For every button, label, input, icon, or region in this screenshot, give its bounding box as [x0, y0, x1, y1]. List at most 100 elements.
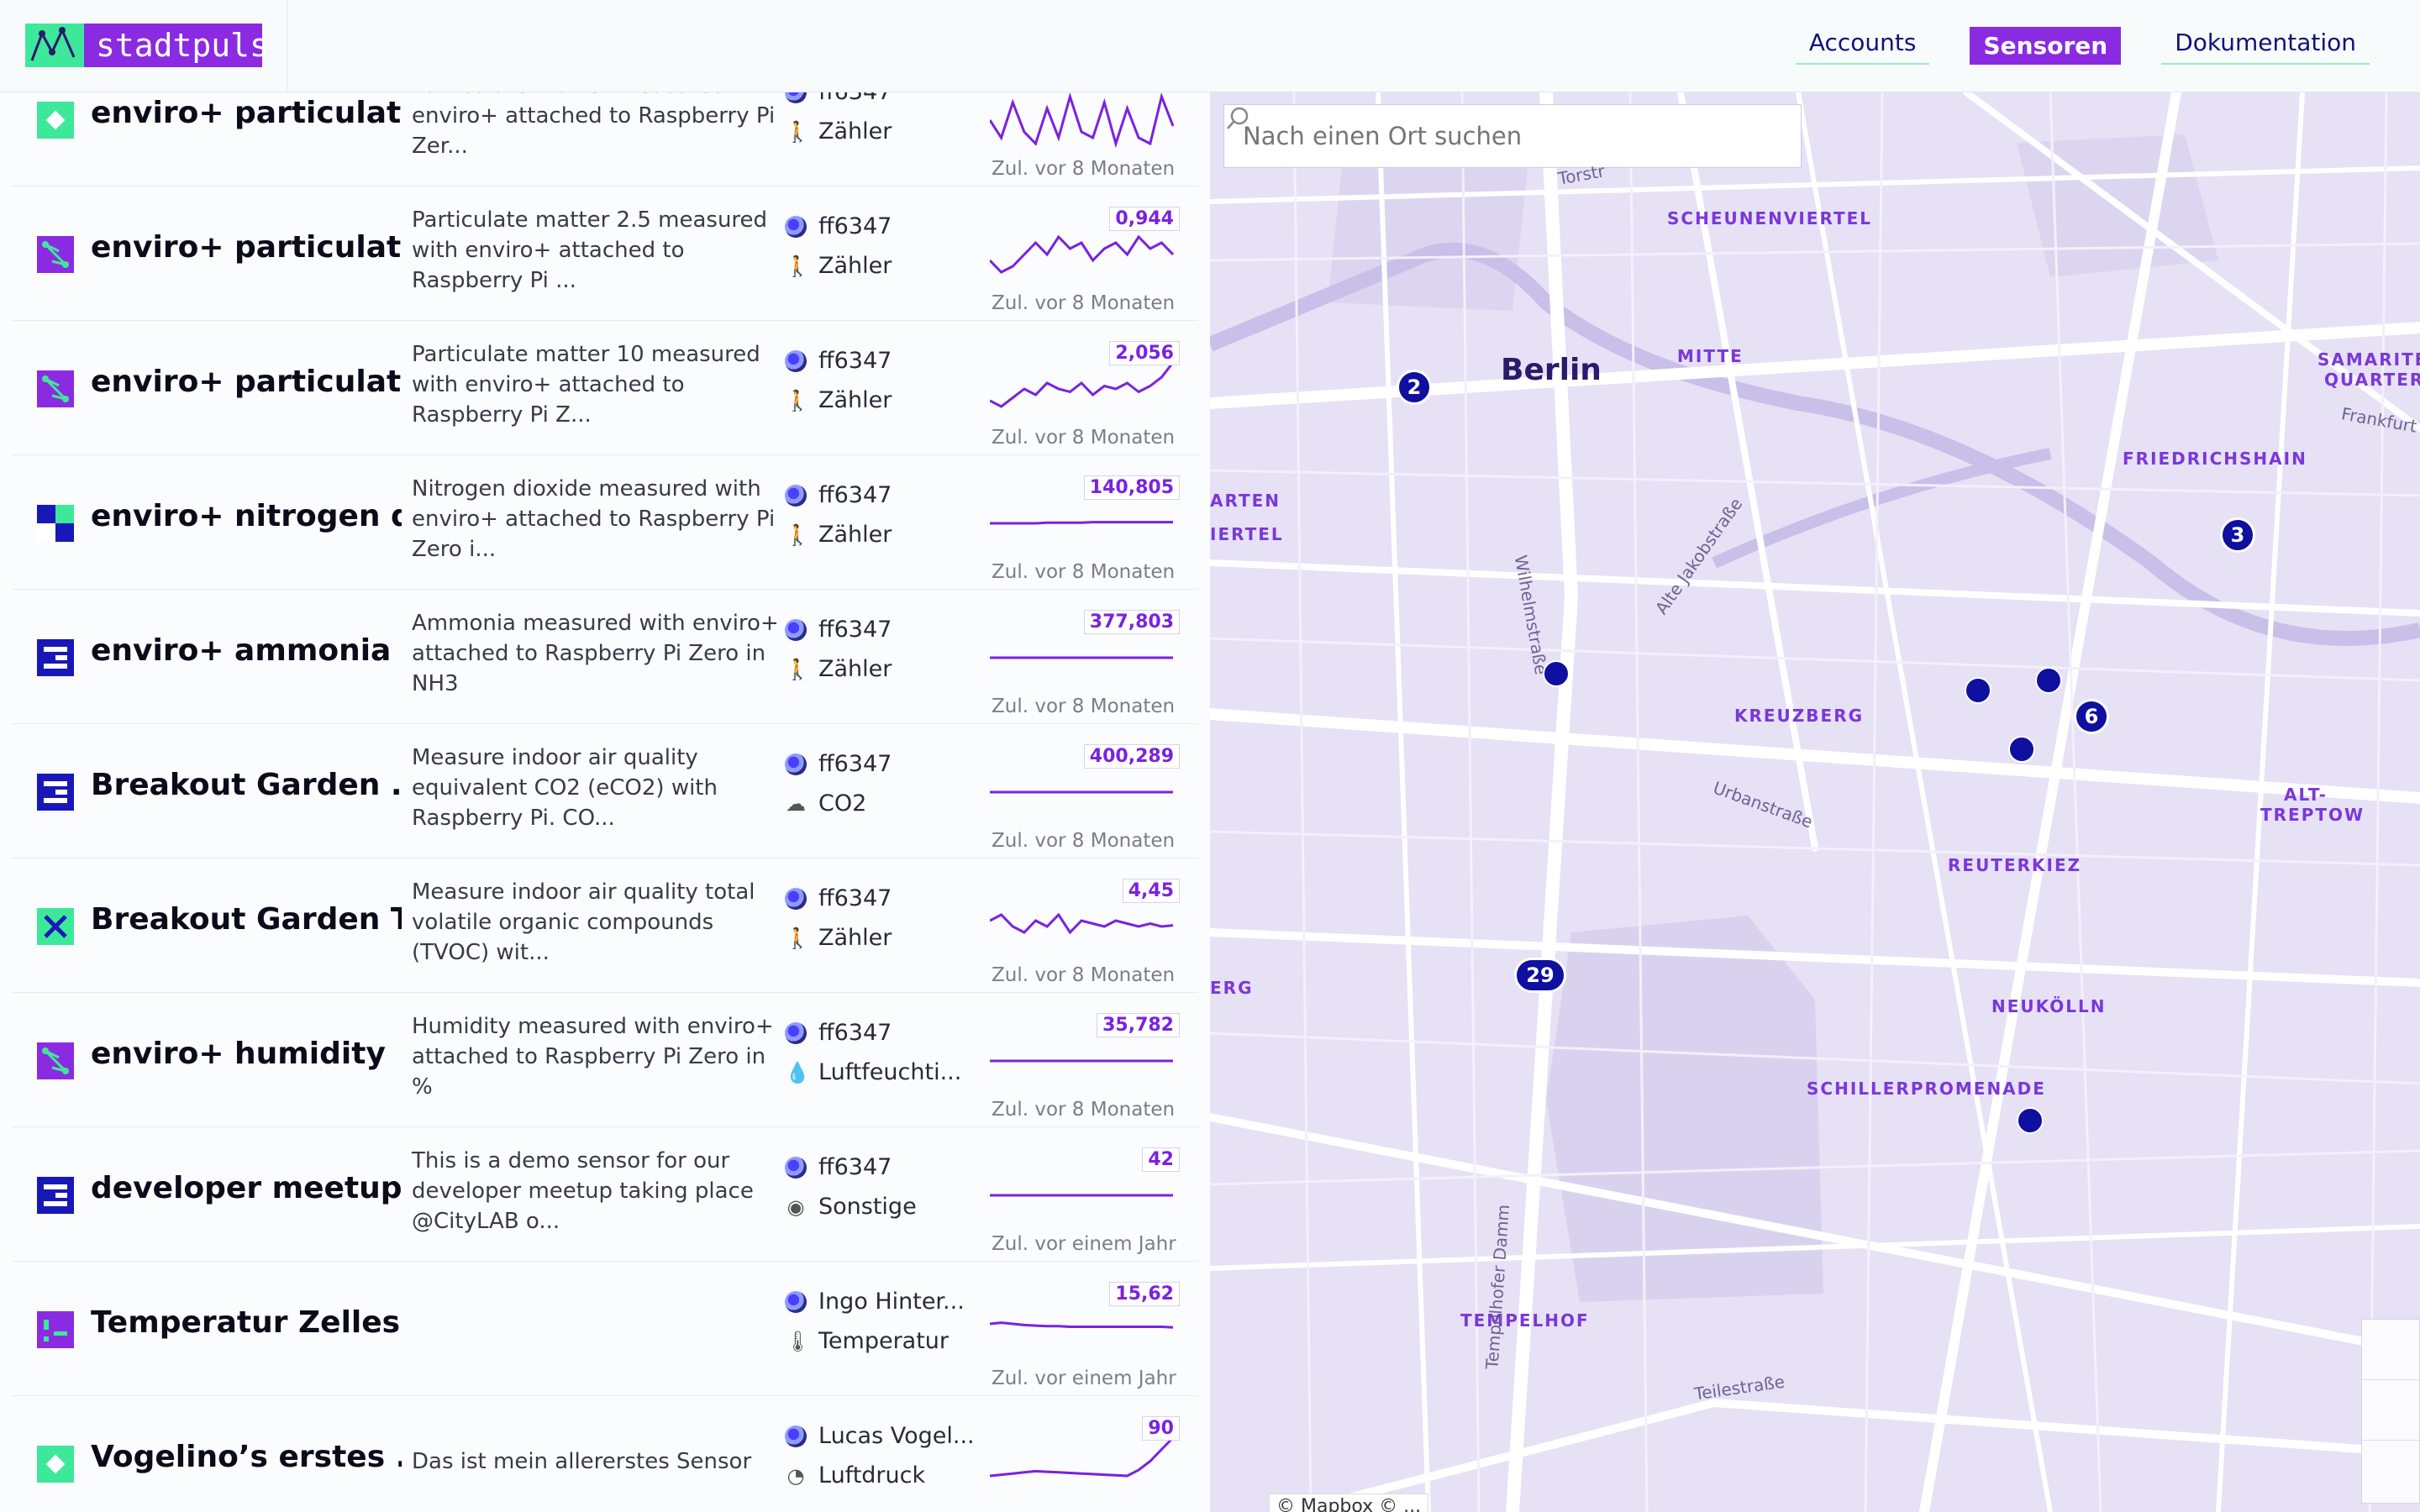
latest-value-badge: 0,944: [1109, 207, 1180, 231]
main-nav: Accounts Sensoren Dokumentation: [1795, 27, 2370, 65]
last-updated: Zul. vor 8 Monaten: [992, 830, 1176, 852]
sensor-row[interactable]: enviro+ humidity Humidity measured with e…: [12, 993, 1198, 1127]
cluster-marker[interactable]: 3: [2220, 517, 2255, 553]
account-name: ff6347: [818, 1154, 892, 1180]
sensor-row[interactable]: developer meetup... This is a demo sensor…: [12, 1127, 1198, 1262]
sensor-description: Particulate matter measured with enviro+…: [412, 92, 779, 159]
place-label: MITTE: [1677, 346, 1744, 366]
sensor-account[interactable]: ff6347: [785, 617, 892, 643]
sensor-marker[interactable]: [2008, 736, 2035, 763]
network-icon: [37, 236, 74, 273]
sensor-title[interactable]: enviro+ nitrogen d...: [91, 499, 402, 533]
sensor-sparkline: 4,45: [989, 879, 1183, 963]
map-panel[interactable]: Berlin SCHEUNENVIERTEL MITTE SAMARITER Q…: [1210, 92, 2420, 1512]
sensor-row[interactable]: enviro+ nitrogen d... Nitrogen dioxide me…: [12, 455, 1198, 590]
nav-dokumentation[interactable]: Dokumentation: [2161, 27, 2370, 65]
map-attribution[interactable]: © Mapbox © ...: [1269, 1494, 1429, 1512]
category-label: Zähler: [818, 522, 892, 548]
cluster-marker[interactable]: 2: [1397, 370, 1432, 405]
sensor-sparkline: 400,289: [990, 744, 1183, 828]
account-name: ff6347: [818, 1020, 892, 1046]
sensor-sparkline: 35,782: [990, 1013, 1183, 1097]
sensor-row[interactable]: Temperatur Zelles... Ingo Hinter... 🌡 Tempe…: [12, 1262, 1198, 1396]
sensor-row[interactable]: enviro+ particulat... Particulate matter …: [12, 321, 1198, 455]
latest-value-badge: 15,62: [1109, 1282, 1180, 1306]
latest-value-badge: 35,782: [1097, 1013, 1180, 1037]
sensor-account[interactable]: ff6347: [785, 482, 892, 508]
diamond-icon: [37, 1446, 74, 1483]
signal-icon: ◉: [786, 1194, 805, 1219]
category-label: CO2: [818, 790, 867, 816]
cluster-marker[interactable]: 6: [2074, 699, 2109, 734]
sensor-row[interactable]: Breakout Garden T... Measure indoor air q…: [12, 858, 1198, 993]
place-label: NEUKÖLLN: [1991, 996, 2107, 1016]
sensor-title[interactable]: Breakout Garden ...: [91, 768, 402, 802]
sensor-row[interactable]: enviro+ particulat... Particulate matter …: [12, 186, 1198, 321]
sensor-marker[interactable]: [2035, 667, 2062, 694]
sensor-marker[interactable]: [2017, 1107, 2044, 1134]
sensor-title[interactable]: enviro+ ammonia: [91, 633, 392, 668]
sensor-sparkline: 377,803: [990, 610, 1183, 694]
panel-icon: [37, 1177, 74, 1214]
brand-logo[interactable]: stadtpuls: [25, 24, 269, 67]
sensor-sparkline: 2,056: [989, 341, 1183, 425]
place-label: ARTEN: [1210, 491, 1281, 511]
sensor-title[interactable]: Temperatur Zelles...: [91, 1305, 402, 1340]
nav-sensoren[interactable]: Sensoren: [1970, 27, 2122, 65]
last-updated: Zul. vor einem Jahr: [992, 1368, 1176, 1389]
account-avatar-icon: [785, 1156, 807, 1179]
sensor-description: This is a demo sensor for our developer …: [412, 1148, 754, 1234]
account-name: ff6347: [818, 348, 892, 374]
place-search-input[interactable]: [1243, 122, 1747, 150]
place-label: SCHILLERPROMENADE: [1807, 1079, 2046, 1099]
cluster-marker[interactable]: 29: [1514, 958, 1566, 993]
sensor-title[interactable]: enviro+ particulat...: [91, 230, 402, 265]
sensor-category: 🚶 Zähler: [785, 522, 892, 548]
sensor-description: Particulate matter 10 measured with envi…: [412, 342, 760, 428]
sensor-account[interactable]: Lucas Vogel...: [785, 1423, 975, 1449]
sensor-list[interactable]: enviro+ particulat... Particulate matter …: [0, 92, 1210, 1512]
sensor-account[interactable]: ff6347: [785, 885, 892, 911]
sensor-account[interactable]: Ingo Hinter...: [785, 1289, 965, 1315]
sensor-description: Ammonia measured with enviro+ attached t…: [412, 611, 779, 696]
account-avatar-icon: [785, 887, 807, 910]
account-avatar-icon: [785, 92, 807, 103]
person-icon: 🚶: [785, 657, 810, 681]
latest-value-badge: 140,805: [1083, 475, 1180, 500]
sensor-title[interactable]: developer meetup...: [91, 1171, 402, 1205]
sensor-marker[interactable]: [1965, 677, 1991, 704]
category-label: Zähler: [818, 656, 892, 682]
sensor-title[interactable]: Breakout Garden T...: [91, 902, 402, 937]
sensor-category: ◔ Luftdruck: [785, 1462, 926, 1488]
sensor-title[interactable]: Vogelino’s erstes ...: [91, 1440, 402, 1474]
place-label: ALT-: [2284, 785, 2328, 805]
search-icon[interactable]: [1224, 105, 1251, 132]
sensor-account[interactable]: ff6347: [785, 348, 892, 374]
sensor-marker[interactable]: [1543, 660, 1570, 687]
sensor-account[interactable]: ff6347: [785, 751, 892, 777]
nav-accounts[interactable]: Accounts: [1795, 27, 1930, 65]
sensor-row[interactable]: enviro+ ammonia Ammonia measured with env…: [12, 590, 1198, 724]
sensor-title[interactable]: enviro+ particulat...: [91, 365, 402, 399]
account-avatar-icon: [785, 1021, 807, 1044]
sensor-title[interactable]: enviro+ humidity: [91, 1037, 386, 1071]
person-icon: 🚶: [785, 926, 810, 950]
zoom-out-button[interactable]: [2362, 1380, 2419, 1441]
sensor-account[interactable]: ff6347: [785, 1154, 892, 1180]
sensor-account[interactable]: ff6347: [785, 213, 892, 239]
sensor-row[interactable]: Vogelino’s erstes ... Das ist mein allere…: [12, 1396, 1198, 1512]
map-zoom-controls[interactable]: [2361, 1319, 2420, 1504]
drop-icon: 💧: [785, 1060, 810, 1084]
sensor-row[interactable]: enviro+ particulat... Particulate matter …: [12, 92, 1198, 186]
category-label: Zähler: [818, 925, 892, 951]
sensor-row[interactable]: Breakout Garden ... Measure indoor air qu…: [12, 724, 1198, 858]
sensor-title[interactable]: enviro+ particulat...: [91, 96, 402, 130]
zoom-in-button[interactable]: [2362, 1320, 2419, 1380]
place-search[interactable]: [1223, 104, 1802, 168]
person-icon: 🚶: [785, 522, 810, 547]
sensor-account[interactable]: ff6347: [785, 92, 892, 105]
top-header: stadtpuls Accounts Sensoren Dokumentatio…: [0, 0, 2420, 92]
place-label: IERTEL: [1210, 524, 1284, 544]
sensor-account[interactable]: ff6347: [785, 1020, 892, 1046]
sensor-sparkline: [988, 92, 1183, 156]
